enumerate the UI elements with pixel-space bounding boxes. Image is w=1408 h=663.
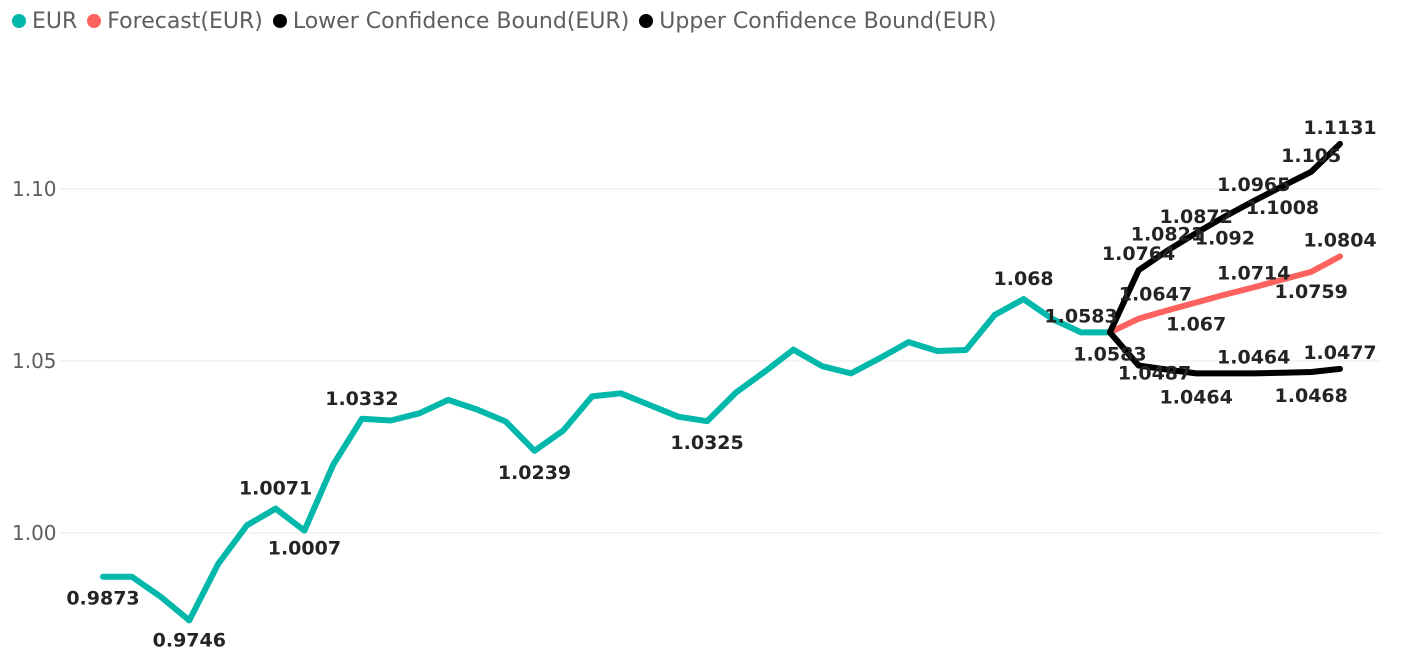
data-label: 0.9746	[153, 629, 226, 651]
series-lines	[100, 140, 1343, 624]
legend-label: Upper Confidence Bound(EUR)	[659, 8, 997, 34]
data-label: 1.092	[1195, 228, 1255, 250]
legend-dot-icon	[272, 14, 287, 28]
data-label: 1.0764	[1102, 243, 1175, 265]
data-label: 1.0325	[670, 432, 743, 454]
y-tick-label: 1.05	[12, 349, 57, 373]
data-label: 1.0007	[268, 538, 341, 560]
data-label: 1.0804	[1303, 229, 1376, 251]
series-line-1[interactable]	[1106, 253, 1343, 336]
data-label: 1.105	[1281, 145, 1341, 167]
data-label: 1.0965	[1217, 174, 1290, 196]
data-label: 1.0464	[1160, 386, 1233, 408]
data-label: 1.0583	[1044, 305, 1117, 327]
legend-dot-icon	[87, 14, 102, 28]
data-label: 1.067	[1166, 314, 1226, 336]
data-label: 1.0821	[1131, 224, 1204, 246]
legend-dot-icon	[639, 14, 654, 28]
data-label: 0.9873	[66, 588, 139, 610]
legend-label: EUR	[32, 8, 78, 34]
y-tick-label: 1.00	[12, 521, 57, 545]
data-label: 1.068	[994, 268, 1054, 290]
data-label: 1.0647	[1119, 283, 1192, 305]
series-line-2[interactable]	[1106, 329, 1343, 377]
legend-label: Lower Confidence Bound(EUR)	[292, 8, 630, 34]
data-label: 1.0759	[1275, 281, 1348, 303]
data-label: 1.0487	[1118, 363, 1191, 385]
data-label: 1.0872	[1160, 206, 1233, 228]
data-label: 1.0583	[1073, 343, 1146, 365]
data-label: 1.0714	[1217, 262, 1290, 284]
data-label: 1.0477	[1303, 342, 1376, 364]
legend-item-0[interactable]: EUR	[12, 9, 77, 34]
data-label: 1.1131	[1303, 117, 1376, 139]
series-line-0[interactable]	[100, 296, 1113, 624]
data-label: 1.0468	[1275, 385, 1348, 407]
y-axis: 1.00 1.05 1.10	[12, 177, 57, 545]
gridlines	[60, 188, 1382, 534]
legend-item-2[interactable]: Lower Confidence Bound(EUR)	[272, 8, 630, 34]
y-tick-label: 1.10	[12, 177, 57, 201]
legend-item-3[interactable]: Upper Confidence Bound(EUR)	[639, 9, 996, 34]
data-label: 1.0332	[325, 388, 398, 410]
legend-item-1[interactable]: Forecast(EUR)	[87, 9, 263, 34]
data-label: 1.0464	[1217, 346, 1290, 368]
data-labels: 0.9873 0.9746 1.0071 1.0007 1.0332 1.0239 1.03…	[66, 117, 1376, 652]
data-label: 1.0239	[498, 462, 571, 484]
legend-label: Forecast(EUR)	[107, 8, 263, 34]
legend-dot-icon	[12, 14, 26, 28]
data-label: 1.0071	[239, 478, 312, 500]
data-label: 1.1008	[1246, 197, 1319, 219]
series-line-3[interactable]	[1106, 140, 1343, 336]
legend: EUR Forecast(EUR) Lower Confidence Bound(E…	[12, 6, 1006, 36]
